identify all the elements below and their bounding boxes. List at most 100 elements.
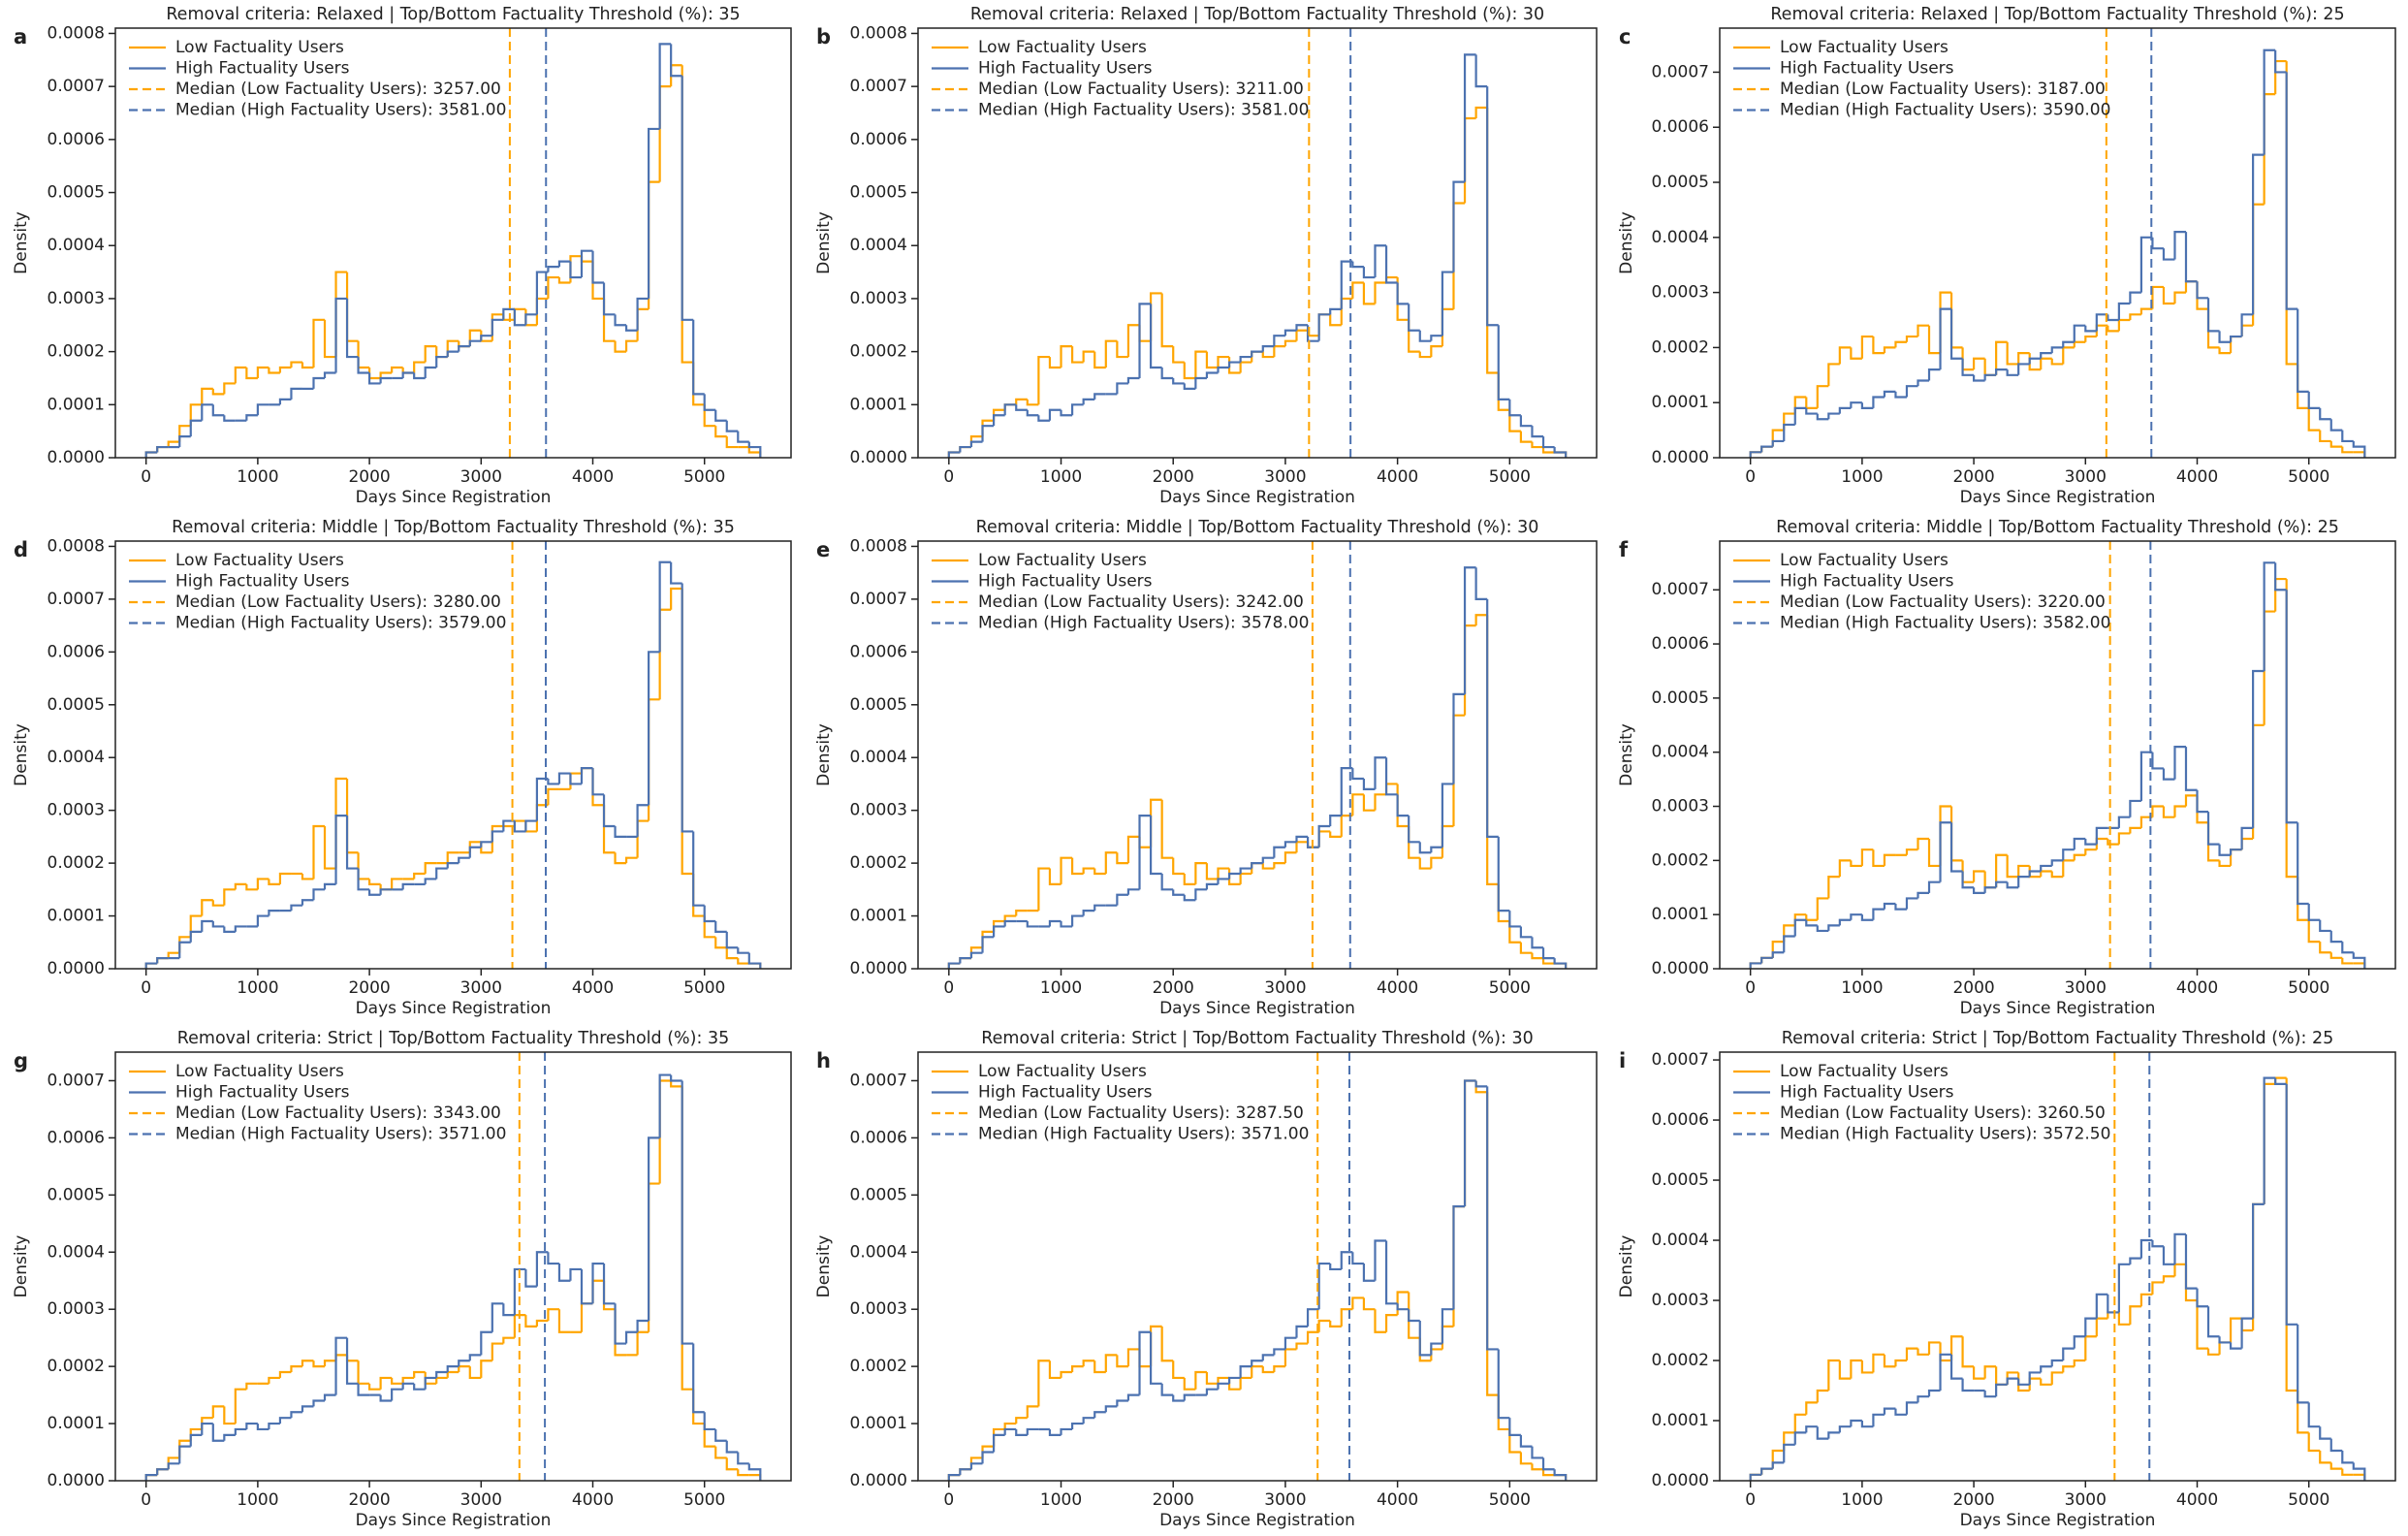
histogram-step: [2252, 203, 2265, 326]
legend-label: Median (High Factuality Users): 3590.00: [1780, 101, 2110, 120]
histogram-step: [2151, 1240, 2164, 1248]
histogram-step: [1015, 1428, 1028, 1436]
histogram-step: [144, 1474, 158, 1481]
legend-label: High Factuality Users: [1780, 59, 1954, 79]
histogram-step: [2240, 826, 2254, 850]
histogram-step: [1452, 202, 1466, 309]
histogram-step: [1362, 794, 1376, 812]
histogram-step: [201, 403, 213, 421]
histogram-step: [1048, 408, 1061, 421]
y-axis-label: Density: [12, 211, 31, 274]
histogram-step: [981, 425, 995, 442]
histogram-step: [2017, 363, 2030, 375]
histogram-step: [290, 1365, 302, 1373]
histogram-step: [2117, 832, 2131, 845]
histogram-step: [1850, 1419, 1862, 1427]
axes-frame: [1719, 1051, 2396, 1482]
histogram-step: [2084, 1335, 2097, 1361]
histogram-step: [1126, 1348, 1140, 1367]
histogram-step: [2196, 789, 2209, 814]
histogram-step: [334, 777, 348, 869]
histogram-step: [1531, 1446, 1544, 1459]
histogram-step: [1160, 293, 1174, 348]
histogram-step: [178, 435, 191, 448]
histogram-step: [223, 415, 236, 422]
histogram-step: [413, 361, 426, 373]
histogram-step: [1850, 913, 1862, 920]
histogram-step: [1037, 355, 1050, 405]
histogram-step: [1239, 361, 1252, 373]
histogram-step: [446, 339, 459, 358]
legend-label: High Factuality Users: [1780, 1083, 1954, 1103]
histogram-step: [602, 282, 616, 316]
histogram-step: [301, 1405, 314, 1413]
histogram-step: [435, 1376, 448, 1384]
histogram-step: [692, 1343, 705, 1414]
histogram-step: [1949, 308, 1963, 360]
legend-label: High Factuality Users: [175, 1083, 350, 1103]
histogram-step: [1239, 867, 1252, 874]
histogram-step: [1519, 431, 1533, 443]
histogram-step: [1418, 351, 1432, 359]
histogram-step: [725, 436, 739, 449]
histogram-step: [1783, 1431, 1795, 1451]
y-tick-label: 0.0005: [850, 695, 907, 715]
histogram-step: [2229, 1342, 2242, 1350]
histogram-step: [1939, 1342, 1952, 1362]
histogram-step: [591, 1262, 605, 1304]
histogram-step: [1905, 848, 1918, 855]
histogram-step: [1070, 403, 1084, 416]
histogram-step: [468, 339, 482, 347]
y-tick-label: 0.0006: [1652, 117, 1709, 137]
x-tick-label: 0: [943, 467, 954, 487]
histogram-step: [2006, 1377, 2019, 1385]
histogram-step: [2329, 1462, 2343, 1470]
histogram-step: [1793, 396, 1807, 414]
histogram-step: [2229, 848, 2242, 866]
histogram-step: [1026, 399, 1039, 406]
histogram-step: [1541, 947, 1555, 960]
histogram-step: [1474, 567, 1488, 600]
axes-frame: [917, 27, 1598, 459]
histogram-step: [234, 1388, 247, 1424]
histogram-step: [1261, 1354, 1275, 1361]
histogram-step: [959, 957, 971, 964]
histogram-step: [1261, 351, 1275, 359]
histogram-step: [1384, 1313, 1398, 1332]
histogram-step: [1283, 851, 1297, 864]
histogram-step: [1082, 398, 1095, 405]
histogram-step: [1872, 849, 1885, 868]
histogram-step: [748, 1474, 762, 1481]
y-axis-label: Density: [12, 1235, 31, 1298]
histogram-step: [2229, 335, 2242, 342]
histogram-step: [1026, 921, 1039, 928]
y-tick-label: 0.0007: [850, 77, 907, 96]
histogram-step: [1183, 1377, 1196, 1391]
x-tick-label: 0: [943, 1490, 954, 1510]
histogram-step: [636, 1319, 650, 1332]
axes-frame: [1719, 540, 2396, 970]
histogram-step: [2084, 839, 2097, 846]
histogram-step: [1816, 1389, 1829, 1403]
legend-label: High Factuality Users: [175, 59, 350, 79]
histogram-step: [1553, 958, 1568, 969]
chart-title: Removal criteria: Strict | Top/Bottom Fa…: [1782, 1029, 2333, 1048]
histogram-step: [1227, 1376, 1241, 1384]
histogram-step: [703, 404, 716, 428]
histogram-step: [1418, 330, 1432, 342]
histogram-step: [256, 1424, 269, 1431]
histogram-step: [1961, 1336, 1975, 1368]
histogram-step: [1872, 908, 1885, 920]
panel-letter: b: [816, 25, 831, 48]
y-tick-label: 0.0006: [850, 642, 907, 661]
histogram-step: [2162, 248, 2175, 261]
legend-label: Median (Low Factuality Users): 3187.00: [1780, 80, 2106, 99]
axes-frame: [114, 1051, 792, 1482]
histogram-step: [1430, 335, 1442, 341]
histogram-step: [1172, 857, 1185, 876]
y-tick-label: 0.0001: [850, 907, 907, 926]
legend: Low Factuality Users High Factuality User…: [1733, 1062, 2110, 1144]
histogram-step: [1949, 806, 1963, 862]
histogram-step: [1251, 862, 1263, 869]
